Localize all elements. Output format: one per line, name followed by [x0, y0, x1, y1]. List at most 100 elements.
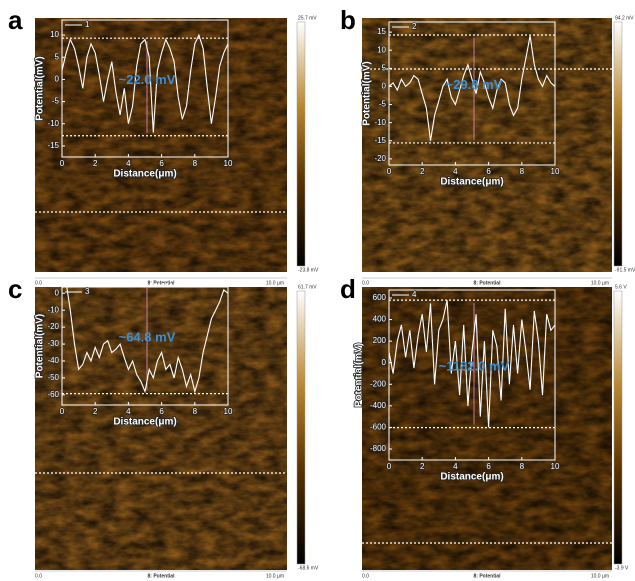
x-tick-label: 8: [193, 407, 198, 416]
colorbar: [613, 21, 623, 267]
y-tick-label: -10: [47, 119, 59, 128]
x-tick-label: 0: [60, 407, 65, 416]
panel-label: c: [8, 274, 22, 304]
x-axis-label: Distance(μm): [440, 472, 503, 483]
profile-tag: 1: [85, 20, 90, 29]
panel-label: d: [340, 274, 356, 304]
panel: b 94.2 mV -91.5 mV 0.0 8: Potential 10.0 µm 2 -…: [340, 5, 635, 286]
profile-line: [388, 35, 556, 141]
x-tick-label: 2: [420, 462, 425, 471]
x-tick-label: 2: [93, 159, 98, 168]
footer-end: 10.0 µm: [591, 280, 609, 286]
y-tick-label: 5: [55, 52, 60, 61]
image-texture: [362, 287, 612, 570]
annotation: ~29.8 mV: [446, 77, 503, 92]
y-tick-label: -15: [47, 141, 59, 150]
colorbar-max: 25.7 mV: [298, 15, 317, 21]
y-tick-label: -600: [370, 423, 387, 432]
y-tick-label: -400: [370, 401, 387, 410]
x-tick-label: 4: [126, 159, 131, 168]
colorbar-min: -3.9 V: [615, 565, 629, 571]
x-axis-label: Distance(μm): [113, 417, 176, 428]
y-axis-label: Potential(mV): [362, 61, 373, 125]
y-tick-label: 15: [377, 27, 386, 36]
y-tick-label: -15: [374, 136, 386, 145]
x-tick-label: 8: [520, 167, 525, 176]
y-tick-label: 10: [50, 30, 59, 39]
x-tick-label: 8: [520, 462, 525, 471]
x-tick-label: 10: [224, 159, 233, 168]
y-tick-label: -10: [47, 305, 59, 314]
y-tick-label: 0: [382, 358, 387, 367]
x-tick-label: 6: [159, 159, 164, 168]
x-tick-label: 0: [60, 159, 65, 168]
y-tick-label: 200: [373, 336, 387, 345]
y-axis-label: Potential(mV): [354, 343, 365, 407]
y-tick-label: -200: [370, 379, 387, 388]
panel: c 61.7 mV -68.6 mV 0.0 8: Potential 10.0 µm 3 -…: [8, 274, 319, 579]
y-tick-label: 0: [55, 75, 60, 84]
image-texture: [362, 18, 612, 272]
y-tick-label: 0: [55, 288, 60, 297]
panel: a 25.7 mV -23.8 mV 0.0 8: Potential 10.0 µm 1 -…: [8, 5, 319, 286]
y-axis-label: Potential(mV): [35, 56, 46, 120]
footer-title: 8: Potential: [148, 573, 176, 579]
colorbar: [296, 290, 306, 565]
x-tick-label: 6: [159, 407, 164, 416]
footer-title: 8: Potential: [148, 280, 176, 286]
colorbar-max: 5.6 V: [615, 284, 627, 290]
y-tick-label: -10: [374, 118, 386, 127]
panel-label: a: [8, 5, 23, 35]
y-tick-label: 10: [377, 45, 386, 54]
x-axis-label: Distance(μm): [440, 177, 503, 188]
footer-end: 10.0 µm: [591, 573, 609, 579]
x-tick-label: 0: [387, 167, 392, 176]
profile-tag: 4: [412, 290, 417, 299]
y-tick-label: -40: [47, 356, 59, 365]
annotation: ~1182.0 mV: [439, 358, 510, 373]
x-tick-label: 4: [453, 462, 458, 471]
x-tick-label: 4: [126, 407, 131, 416]
x-tick-label: 0: [387, 462, 392, 471]
colorbar: [296, 21, 306, 267]
x-tick-label: 2: [420, 167, 425, 176]
profile-line: [61, 281, 229, 394]
annotation: ~64.8 mV: [119, 329, 176, 344]
x-tick-label: 6: [486, 167, 491, 176]
y-tick-label: 600: [373, 293, 387, 302]
y-tick-label: 5: [382, 63, 387, 72]
footer-end: 10.0 µm: [266, 573, 284, 579]
x-tick-label: 6: [486, 462, 491, 471]
panel-label: b: [340, 5, 356, 35]
inset-frame: [61, 286, 229, 406]
image-texture: [35, 287, 287, 570]
y-tick-label: -800: [370, 444, 387, 453]
inset-frame: [388, 289, 556, 461]
profile-line: [388, 299, 556, 428]
y-tick-label: -20: [374, 154, 386, 163]
y-tick-label: 0: [382, 82, 387, 91]
y-axis-label: Potential(mV): [35, 314, 46, 378]
x-tick-label: 8: [193, 159, 198, 168]
profile-line: [61, 33, 229, 133]
footer-title: 8: Potential: [474, 573, 502, 579]
panel: d 5.6 V -3.9 V 0.0 8: Potential 10.0 µm 4 -800 -…: [340, 274, 629, 579]
x-tick-label: 10: [551, 462, 560, 471]
colorbar-max: 94.2 mV: [615, 15, 634, 21]
x-tick-label: 2: [93, 407, 98, 416]
y-tick-label: -60: [47, 390, 59, 399]
footer-start: 0.0: [362, 573, 369, 579]
profile-tag: 3: [85, 287, 90, 296]
colorbar-min: -91.5 mV: [615, 267, 635, 273]
colorbar: [613, 290, 623, 565]
y-tick-label: -50: [47, 373, 59, 382]
profile-tag: 2: [412, 22, 417, 31]
colorbar-max: 61.7 mV: [298, 284, 317, 290]
x-tick-label: 10: [224, 407, 233, 416]
footer-title: 8: Potential: [474, 280, 502, 286]
footer-end: 10.0 µm: [266, 280, 284, 286]
x-tick-label: 10: [551, 167, 560, 176]
footer-start: 0.0: [35, 573, 42, 579]
colorbar-min: -68.6 mV: [298, 565, 319, 571]
